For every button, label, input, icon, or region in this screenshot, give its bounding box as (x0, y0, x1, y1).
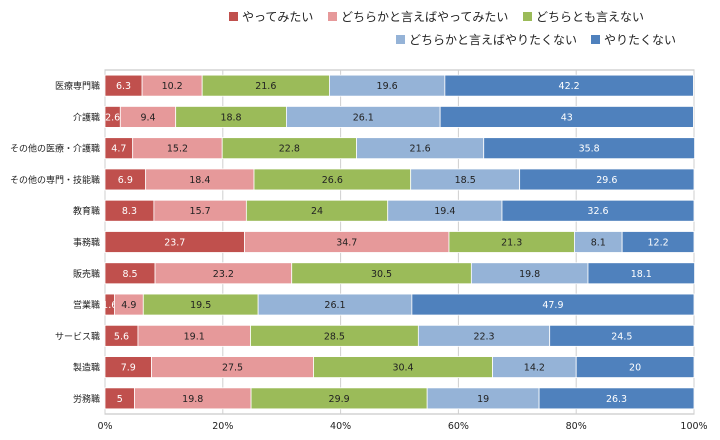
legend-label: やってみたい (242, 10, 313, 24)
bar-segment (587, 262, 695, 285)
data-label: 43 (561, 112, 573, 123)
data-label: 19.6 (377, 81, 398, 92)
data-label: 1.6 (102, 300, 117, 311)
category-label: 教育職 (73, 205, 100, 217)
data-label: 10.2 (162, 81, 183, 92)
legend-swatch (396, 35, 405, 44)
data-label: 7.9 (121, 363, 136, 374)
x-tick-label: 40% (330, 421, 351, 432)
data-label: 18.5 (455, 175, 476, 186)
data-label: 28.5 (324, 331, 345, 342)
legend-swatch (523, 12, 532, 21)
data-label: 26.3 (606, 394, 627, 405)
data-label: 18.1 (631, 269, 652, 280)
data-label: 21.6 (410, 144, 431, 155)
data-label: 26.6 (322, 175, 343, 186)
x-tick-label: 80% (566, 421, 587, 432)
legend-label: どちらとも言えない (536, 10, 644, 24)
data-label: 26.1 (324, 300, 345, 311)
data-label: 47.9 (542, 300, 563, 311)
data-label: 20 (629, 363, 641, 374)
data-label: 23.7 (164, 238, 185, 249)
category-label: その他の医療・介護職 (10, 143, 100, 155)
category-label: 労務職 (73, 393, 100, 405)
bar-segment (411, 293, 695, 316)
data-label: 2.6 (105, 112, 120, 123)
category-label: その他の専門・技能職 (10, 174, 100, 186)
data-label: 18.4 (189, 175, 210, 186)
bar-segment (621, 231, 695, 253)
data-label: 24.5 (611, 331, 632, 342)
data-label: 5 (117, 394, 123, 405)
bar-segment (444, 74, 694, 97)
data-label: 8.1 (591, 238, 606, 249)
bar-segment (538, 387, 695, 410)
data-label: 19.8 (519, 269, 540, 280)
category-label: 販売職 (73, 268, 100, 280)
legend-swatch (591, 35, 600, 44)
legend-swatch (328, 12, 337, 21)
data-label: 34.7 (336, 238, 357, 249)
data-label: 6.3 (116, 81, 131, 92)
data-label: 19.8 (182, 394, 203, 405)
data-label: 15.2 (167, 144, 188, 155)
data-label: 6.9 (118, 175, 133, 186)
bar-segment (519, 168, 695, 191)
data-label: 21.6 (255, 81, 276, 92)
data-label: 14.2 (524, 363, 545, 374)
data-label: 8.5 (122, 269, 137, 280)
bar-segment (575, 356, 695, 378)
data-label: 19 (477, 394, 489, 405)
data-label: 26.1 (353, 112, 374, 123)
data-label: 18.8 (220, 112, 241, 123)
data-label: 19.1 (184, 331, 205, 342)
data-label: 27.5 (222, 363, 243, 374)
data-label: 22.3 (473, 331, 494, 342)
data-label: 30.5 (371, 269, 392, 280)
data-label: 21.3 (501, 238, 522, 249)
data-label: 8.3 (122, 206, 137, 217)
legend-label: どちらかと言えばやってみたい (341, 10, 508, 24)
data-label: 29.6 (596, 175, 617, 186)
legend-label: どちらかと言えばやりたくない (409, 33, 577, 47)
data-label: 23.2 (213, 269, 234, 280)
category-label: 製造職 (73, 362, 100, 374)
data-label: 19.4 (434, 206, 455, 217)
category-label: 医療専門職 (55, 80, 100, 92)
x-tick-label: 0% (97, 421, 112, 432)
data-label: 12.2 (647, 238, 668, 249)
data-label: 4.9 (121, 300, 136, 311)
category-label: 事務職 (73, 237, 100, 249)
data-label: 4.7 (111, 144, 126, 155)
bar-segment (501, 199, 695, 222)
data-label: 24 (311, 206, 323, 217)
data-label: 42.2 (559, 81, 580, 92)
category-label: サービス職 (55, 331, 100, 342)
category-label: 営業職 (73, 299, 100, 311)
data-label: 19.5 (190, 300, 211, 311)
bar-segment (439, 106, 694, 128)
data-label: 29.9 (329, 394, 350, 405)
legend-label: やりたくない (604, 33, 676, 47)
data-label: 5.6 (114, 331, 129, 342)
x-tick-label: 20% (212, 421, 233, 432)
bar-segment (483, 137, 695, 160)
data-label: 35.8 (579, 144, 600, 155)
category-label: 介護職 (73, 111, 100, 123)
bar-segment (549, 324, 695, 347)
data-label: 32.6 (587, 206, 608, 217)
data-label: 15.7 (190, 206, 211, 217)
x-tick-label: 60% (448, 421, 469, 432)
data-label: 9.4 (140, 112, 155, 123)
data-label: 30.4 (392, 363, 413, 374)
legend-swatch (229, 12, 238, 21)
data-label: 22.8 (279, 144, 300, 155)
x-tick-label: 100% (680, 421, 707, 432)
